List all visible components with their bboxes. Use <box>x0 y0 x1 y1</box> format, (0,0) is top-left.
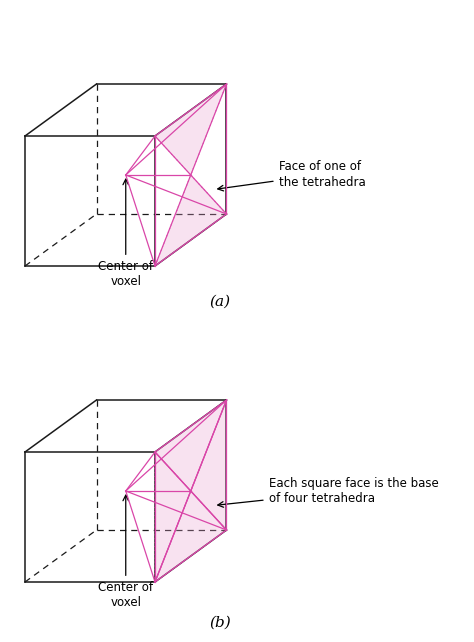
Text: (a): (a) <box>210 295 230 309</box>
Polygon shape <box>155 175 227 266</box>
Polygon shape <box>155 452 191 582</box>
Text: Center of
voxel: Center of voxel <box>98 495 153 609</box>
Polygon shape <box>191 400 227 530</box>
Text: Center of
voxel: Center of voxel <box>98 179 153 288</box>
Polygon shape <box>155 84 227 175</box>
Text: Each square face is the base
of four tetrahedra: Each square face is the base of four tet… <box>218 476 438 507</box>
Polygon shape <box>155 491 227 582</box>
Polygon shape <box>155 400 227 491</box>
Text: (b): (b) <box>209 616 231 630</box>
Text: Face of one of
the tetrahedra: Face of one of the tetrahedra <box>218 160 365 191</box>
